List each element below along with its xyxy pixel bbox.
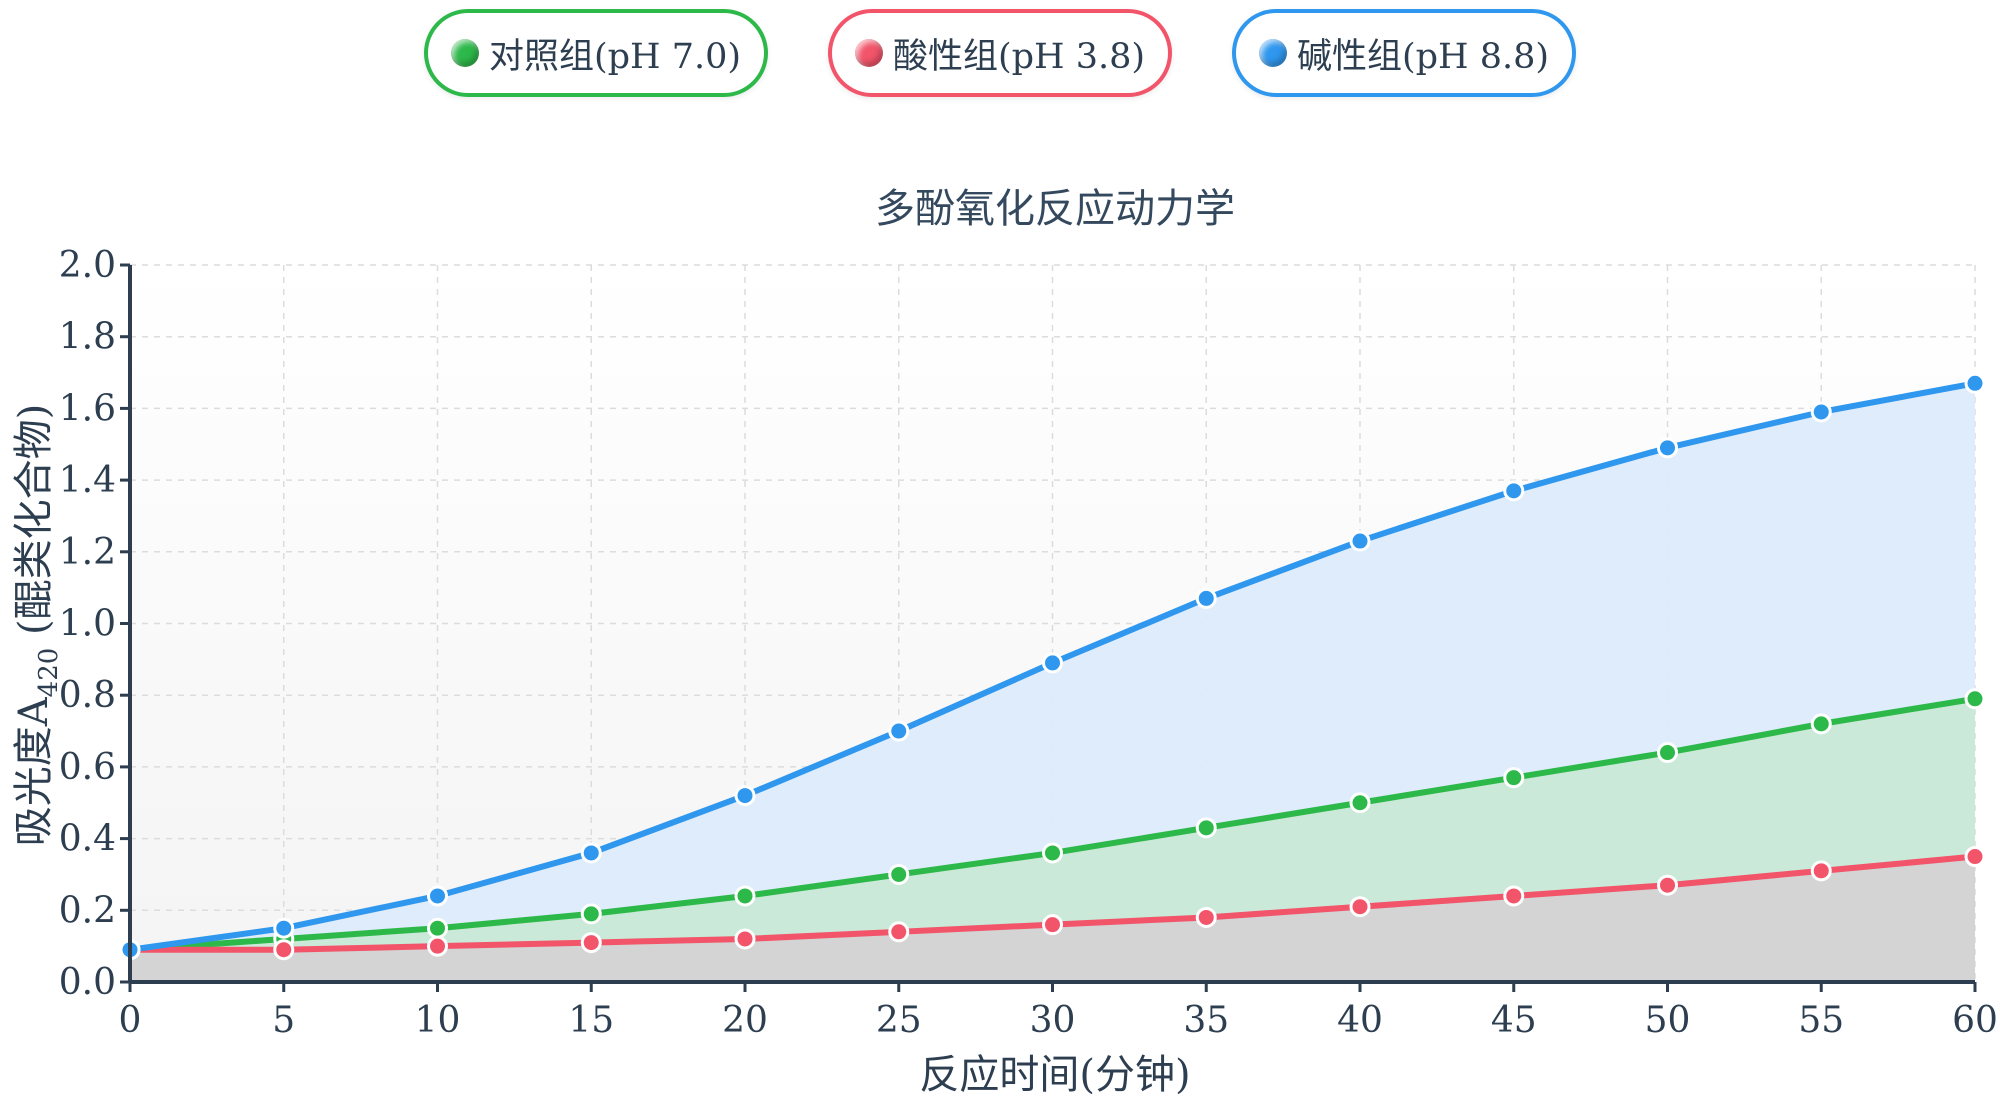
axes bbox=[120, 263, 1977, 992]
x-tick-label: 60 bbox=[1952, 1000, 1998, 1041]
x-tick-label: 10 bbox=[415, 1000, 461, 1041]
data-point-0-9[interactable] bbox=[1503, 767, 1525, 789]
data-point-0-7[interactable] bbox=[1195, 817, 1217, 839]
x-tick-label: 35 bbox=[1183, 1000, 1229, 1041]
data-point-2-2[interactable] bbox=[427, 885, 448, 907]
y-axis-title-suffix: (醌类化合物) bbox=[11, 404, 57, 648]
x-tick-label: 30 bbox=[1030, 1000, 1076, 1041]
y-axis-title: 吸光度A420 (醌类化合物) bbox=[11, 404, 64, 846]
data-point-2-9[interactable] bbox=[1503, 480, 1525, 502]
legend-item-alkaline[interactable]: 碱性组(pH 8.8) bbox=[1232, 9, 1576, 97]
data-point-0-2[interactable] bbox=[427, 917, 448, 939]
data-point-0-3[interactable] bbox=[580, 903, 602, 925]
data-point-0-6[interactable] bbox=[1042, 842, 1063, 864]
x-tick-labels: 0 5 10 15 20 25 30 35 40 45 50 55 60 bbox=[119, 1000, 1998, 1041]
data-point-0-11[interactable] bbox=[1810, 713, 1832, 735]
data-point-0-8[interactable] bbox=[1349, 792, 1371, 814]
chart-title: 多酚氧化反应动力学 bbox=[875, 186, 1235, 232]
y-axis-title-main: 吸光度A bbox=[11, 696, 57, 846]
data-point-1-12[interactable] bbox=[1964, 846, 1986, 868]
x-tick-label: 25 bbox=[876, 1000, 922, 1041]
data-point-1-10[interactable] bbox=[1657, 874, 1678, 896]
legend: 对照组(pH 7.0) 酸性组(pH 3.8) 碱性组(pH 8.8) bbox=[0, 8, 2000, 98]
y-tick-label: 1.8 bbox=[59, 317, 116, 358]
y-tick-label: 1.0 bbox=[59, 604, 116, 645]
legend-item-control[interactable]: 对照组(pH 7.0) bbox=[424, 9, 768, 97]
y-tick-label: 1.4 bbox=[59, 460, 116, 501]
data-point-0-5[interactable] bbox=[888, 863, 910, 885]
x-tick-label: 50 bbox=[1645, 1000, 1691, 1041]
legend-dot-alkaline-icon bbox=[1258, 39, 1287, 67]
data-point-1-6[interactable] bbox=[1042, 914, 1063, 936]
data-point-2-11[interactable] bbox=[1810, 401, 1832, 423]
y-tick-labels: 0.0 0.2 0.4 0.6 0.8 1.0 1.2 1.4 1.6 1.8 2.0 bbox=[59, 245, 116, 1003]
legend-label-acidic: 酸性组(pH 3.8) bbox=[892, 36, 1146, 77]
data-point-2-8[interactable] bbox=[1349, 530, 1371, 552]
legend-item-acidic[interactable]: 酸性组(pH 3.8) bbox=[828, 9, 1172, 97]
y-tick-label: 0.2 bbox=[59, 890, 116, 931]
data-point-1-3[interactable] bbox=[580, 932, 602, 954]
y-tick-label: 2.0 bbox=[59, 245, 116, 286]
data-point-1-4[interactable] bbox=[734, 928, 756, 950]
data-point-0-4[interactable] bbox=[734, 885, 756, 907]
data-point-2-1[interactable] bbox=[273, 917, 295, 939]
y-tick-label: 1.6 bbox=[59, 388, 116, 429]
x-tick-label: 55 bbox=[1798, 1000, 1844, 1041]
y-tick-label: 0.6 bbox=[59, 747, 116, 788]
x-tick-label: 5 bbox=[272, 1000, 295, 1041]
y-tick-label: 0.8 bbox=[59, 675, 116, 716]
x-tick-label: 0 bbox=[119, 1000, 142, 1041]
data-point-2-4[interactable] bbox=[734, 785, 756, 807]
legend-dot-acidic-icon bbox=[854, 39, 883, 67]
legend-label-alkaline: 碱性组(pH 8.8) bbox=[1296, 36, 1550, 77]
y-tick-label: 0.4 bbox=[59, 819, 116, 860]
data-point-1-7[interactable] bbox=[1195, 906, 1217, 928]
y-axis-title-subscript: 420 bbox=[34, 648, 64, 698]
data-point-1-11[interactable] bbox=[1810, 860, 1832, 882]
data-point-2-6[interactable] bbox=[1042, 652, 1063, 674]
data-point-2-12[interactable] bbox=[1964, 372, 1986, 394]
legend-label-control: 对照组(pH 7.0) bbox=[488, 36, 742, 77]
data-point-2-7[interactable] bbox=[1195, 587, 1217, 609]
data-point-1-1[interactable] bbox=[273, 939, 295, 961]
x-tick-label: 15 bbox=[568, 1000, 614, 1041]
x-axis-title: 反应时间(分钟) bbox=[919, 1052, 1190, 1098]
data-point-0-10[interactable] bbox=[1657, 742, 1678, 764]
data-point-2-5[interactable] bbox=[888, 720, 910, 742]
data-point-1-8[interactable] bbox=[1349, 896, 1371, 918]
y-tick-label: 0.0 bbox=[59, 962, 116, 1003]
x-tick-label: 20 bbox=[722, 1000, 768, 1041]
data-point-2-10[interactable] bbox=[1657, 437, 1678, 459]
x-tick-label: 40 bbox=[1337, 1000, 1383, 1041]
data-point-2-3[interactable] bbox=[580, 842, 602, 864]
y-tick-label: 1.2 bbox=[59, 532, 116, 573]
data-point-1-9[interactable] bbox=[1503, 885, 1525, 907]
data-point-1-2[interactable] bbox=[427, 935, 448, 957]
legend-dot-control-icon bbox=[450, 39, 479, 67]
data-point-0-12[interactable] bbox=[1964, 688, 1986, 710]
x-tick-label: 45 bbox=[1491, 1000, 1537, 1041]
data-point-1-5[interactable] bbox=[888, 921, 910, 943]
